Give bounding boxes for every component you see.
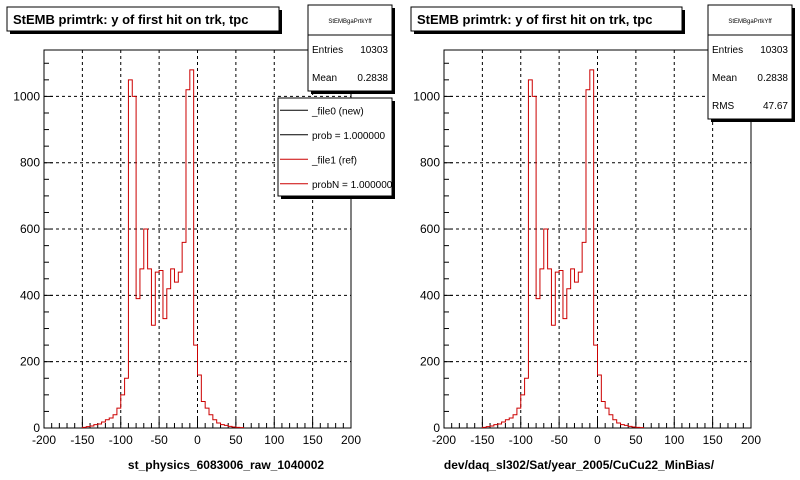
stats-name: StEMBgaPrtkYff [728, 19, 772, 25]
x-tick-label: -100 [509, 433, 533, 447]
x-tick-label: -200 [32, 433, 56, 447]
x-tick-label: -100 [109, 433, 133, 447]
title-box [410, 6, 683, 32]
y-tick-label: 800 [20, 156, 40, 170]
x-tick-label: 50 [229, 433, 243, 447]
histogram-series [481, 69, 645, 428]
x-tick-label: -150 [470, 433, 494, 447]
y-tick-label: 1000 [13, 89, 40, 103]
y-tick-label: 800 [420, 156, 440, 170]
stats-box [307, 4, 393, 92]
chart-title: StEMB primtrk: y of first hit on trk, tp… [417, 12, 652, 27]
stats-value: 0.2838 [357, 73, 388, 84]
stats-label: RMS [712, 101, 735, 112]
y-tick-label: 0 [33, 421, 40, 435]
x-tick-label: 100 [664, 433, 684, 447]
legend-label: probN = 1.000000 [312, 180, 393, 191]
chart-title: StEMB primtrk: y of first hit on trk, tp… [13, 12, 248, 27]
y-tick-label: 200 [20, 355, 40, 369]
y-tick-label: 600 [420, 222, 440, 236]
x-tick-label: 0 [594, 433, 601, 447]
legend-label: _file1 (ref) [311, 155, 357, 166]
legend-box [277, 97, 393, 197]
stats-label: Mean [312, 73, 337, 84]
x-tick-label: -150 [70, 433, 94, 447]
y-tick-label: 400 [20, 288, 40, 302]
x-tick-label: 0 [194, 433, 201, 447]
stats-box [707, 4, 793, 120]
stats-name: StEMBgaPrtkYff [328, 19, 372, 25]
x-tick-label: 200 [341, 433, 361, 447]
stats-value: 0.2838 [757, 73, 788, 84]
y-tick-label: 600 [20, 222, 40, 236]
x-tick-label: 200 [741, 433, 761, 447]
y-tick-label: 0 [433, 421, 440, 435]
stats-label: Entries [712, 45, 743, 56]
chart-panel-2: -200 -150 -100 -50 0 50 100 150 200 0 200 400 600 800… [410, 4, 795, 472]
x-tick-label: 100 [264, 433, 284, 447]
x-axis-label: dev/daq_sl302/Sat/year_2005/CuCu22_MinBi… [444, 458, 715, 472]
title-box [6, 6, 280, 32]
x-tick-label: -50 [550, 433, 568, 447]
x-tick-label: 50 [629, 433, 643, 447]
y-tick-label: 400 [420, 288, 440, 302]
chart-panel-1: -200 -150 -100 -50 0 50 100 150 200 0 200 400 600 800… [6, 4, 395, 472]
histogram-series [81, 69, 245, 428]
stats-label: Entries [312, 45, 343, 56]
stats-value: 10303 [760, 45, 788, 56]
legend-label: _file0 (new) [311, 106, 364, 117]
x-tick-label: -200 [432, 433, 456, 447]
x-tick-label: 150 [703, 433, 723, 447]
stats-label: Mean [712, 73, 737, 84]
x-tick-label: -50 [150, 433, 168, 447]
y-tick-label: 200 [420, 355, 440, 369]
legend-entries: _file0 (new) prob = 1.000000 _file1 (ref) p… [280, 106, 393, 191]
stats-value: 47.67 [763, 101, 788, 112]
x-tick-label: 150 [303, 433, 323, 447]
stats-value: 10303 [360, 45, 388, 56]
x-axis-label: st_physics_6083006_raw_1040002 [128, 458, 324, 472]
y-tick-label: 1000 [413, 89, 440, 103]
legend-label: prob = 1.000000 [312, 131, 386, 142]
